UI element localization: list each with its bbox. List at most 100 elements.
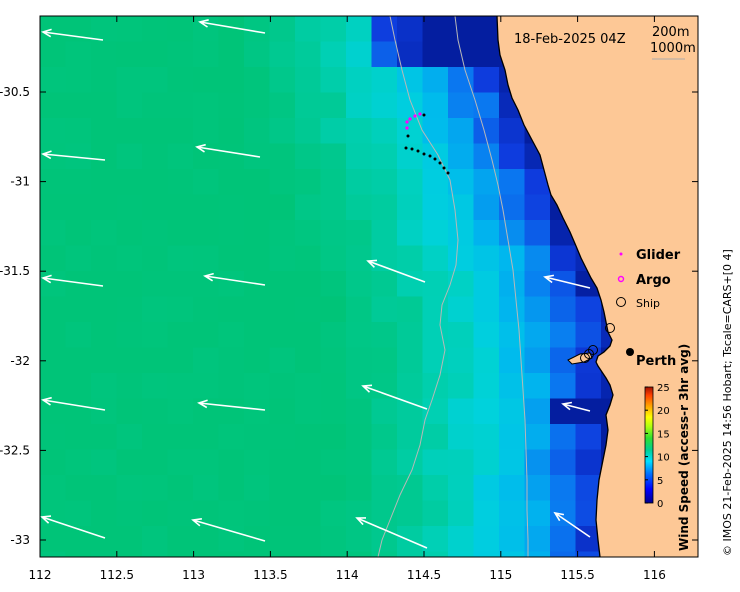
wind-cell — [142, 271, 169, 298]
wind-cell — [397, 347, 424, 374]
wind-cell — [167, 67, 194, 94]
wind-cell — [499, 296, 526, 323]
wind-cell — [167, 16, 194, 43]
wind-cell — [91, 245, 118, 272]
wind-cell — [91, 143, 118, 170]
wind-cell — [422, 551, 449, 557]
wind-cell — [269, 475, 296, 502]
wind-cell — [218, 118, 245, 145]
wind-cell — [91, 41, 118, 68]
wind-cell — [448, 296, 475, 323]
wind-cell — [320, 143, 347, 170]
wind-cell — [346, 526, 373, 553]
wind-cell — [142, 194, 169, 221]
wind-cell — [40, 373, 67, 400]
wind-cell — [320, 475, 347, 502]
wind-cell — [320, 245, 347, 272]
wind-cell — [269, 92, 296, 119]
wind-arrow — [198, 19, 266, 34]
wind-cell — [320, 220, 347, 247]
wind-cell — [116, 475, 143, 502]
wind-cell — [218, 551, 245, 557]
wind-cell — [295, 526, 322, 553]
wind-cell — [448, 322, 475, 349]
wind-cell — [346, 398, 373, 425]
wind-cell — [575, 373, 602, 400]
wind-cell — [65, 526, 92, 553]
wind-cell — [499, 424, 526, 451]
glider-position — [433, 157, 437, 161]
wind-arrow — [41, 274, 104, 287]
wind-cell — [116, 526, 143, 553]
wind-cell — [269, 398, 296, 425]
ship-markers — [580, 323, 615, 363]
wind-cell — [320, 169, 347, 196]
wind-cell — [244, 449, 271, 476]
wind-cell — [499, 143, 526, 170]
wind-cell — [244, 322, 271, 349]
wind-cell — [524, 194, 551, 221]
wind-cell — [473, 526, 500, 553]
wind-cell — [346, 347, 373, 374]
wind-cell — [499, 449, 526, 476]
wind-cell — [193, 373, 220, 400]
wind-cell — [550, 449, 577, 476]
contour-200m — [454, 15, 529, 557]
wind-cell — [473, 194, 500, 221]
wind-cell — [448, 92, 475, 119]
wind-cell — [295, 322, 322, 349]
wind-cell — [397, 449, 424, 476]
wind-cell — [167, 551, 194, 557]
wind-cell — [448, 449, 475, 476]
wind-cell — [193, 500, 220, 527]
wind-arrow — [203, 272, 266, 286]
wind-cell — [295, 245, 322, 272]
wind-cell — [167, 449, 194, 476]
wind-cell — [244, 194, 271, 221]
wind-cell — [473, 449, 500, 476]
wind-cell — [244, 475, 271, 502]
ship-legend-marker — [616, 297, 626, 307]
wind-cell — [397, 475, 424, 502]
wind-cell — [244, 424, 271, 451]
wind-arrow — [361, 384, 428, 410]
wind-cell — [65, 449, 92, 476]
wind-cell — [142, 245, 169, 272]
wind-cell — [167, 41, 194, 68]
plot-frame — [39, 15, 699, 558]
wind-cell — [193, 41, 220, 68]
wind-cell — [40, 551, 67, 557]
wind-cell — [524, 475, 551, 502]
wind-cell — [65, 551, 92, 557]
colorbar-tick-label: 15 — [657, 429, 670, 440]
wind-cell — [244, 16, 271, 43]
wind-cell — [422, 220, 449, 247]
wind-cell — [346, 220, 373, 247]
wind-cell — [499, 220, 526, 247]
wind-cell — [65, 92, 92, 119]
wind-cell — [499, 245, 526, 272]
colorbar-tick-label: 0 — [657, 499, 663, 510]
wind-cell — [320, 296, 347, 323]
wind-arrow — [191, 518, 266, 542]
wind-cell — [167, 398, 194, 425]
wind-cell — [346, 92, 373, 119]
wind-cell — [91, 475, 118, 502]
wind-cell — [320, 500, 347, 527]
wind-cell — [116, 271, 143, 298]
wind-cell — [142, 347, 169, 374]
wind-arrow — [355, 517, 428, 549]
wind-cell — [550, 475, 577, 502]
colorbar-label: Wind Speed (access-r 3hr avg) — [677, 344, 691, 551]
wind-cell — [91, 398, 118, 425]
wind-cell — [346, 169, 373, 196]
wind-cell — [65, 118, 92, 145]
wind-cell — [371, 194, 398, 221]
wind-cell — [320, 41, 347, 68]
wind-cell — [295, 424, 322, 451]
perth-label: Perth — [636, 354, 676, 369]
wind-cell — [397, 551, 424, 557]
wind-cell — [244, 551, 271, 557]
wind-arrows — [40, 19, 591, 549]
wind-cell — [550, 373, 577, 400]
